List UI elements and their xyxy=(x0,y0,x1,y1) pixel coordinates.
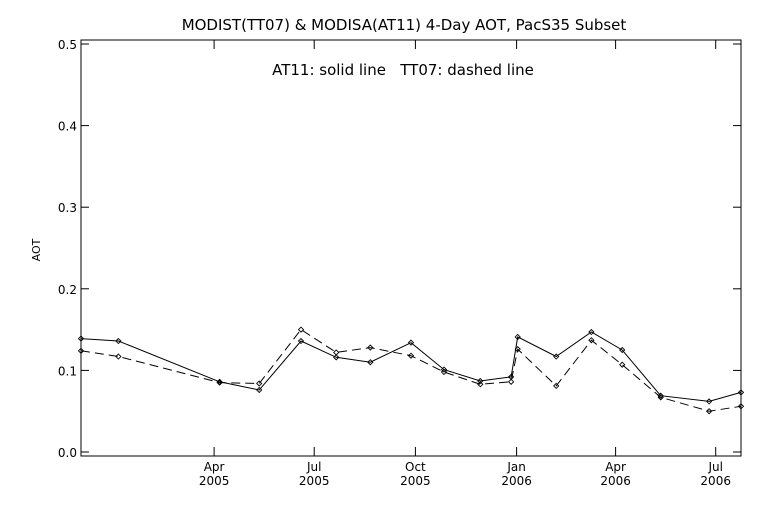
data-point-solid-17 xyxy=(737,389,745,396)
x-tick-year-label: 2005 xyxy=(299,474,330,488)
x-tick-year-label: 2006 xyxy=(700,474,731,488)
data-point-solid-8 xyxy=(440,366,448,373)
data-point-solid-15 xyxy=(657,392,664,399)
data-point-dashed-8 xyxy=(440,368,448,376)
data-point-dashed-7 xyxy=(407,352,415,359)
x-tick-month-label: Jul xyxy=(306,460,321,474)
data-point-solid-9 xyxy=(477,377,484,385)
x-tick-month-label: Jul xyxy=(707,460,722,474)
data-point-solid-14 xyxy=(619,346,626,354)
x-tick-year-label: 2006 xyxy=(600,474,631,488)
line-style-annotation: AT11: solid line TT07: dashed line xyxy=(272,61,534,79)
y-tick-label: 0.4 xyxy=(58,120,77,134)
x-tick-year-label: 2006 xyxy=(501,474,532,488)
chart-title: MODIST(TT07) & MODISA(AT11) 4-Day AOT, P… xyxy=(182,16,627,34)
data-point-dashed-4 xyxy=(297,326,305,333)
data-point-dashed-10 xyxy=(507,378,515,385)
y-tick-label: 0.0 xyxy=(58,446,77,460)
data-point-solid-0 xyxy=(77,335,85,342)
data-point-dashed-12 xyxy=(553,382,560,390)
data-point-dashed-6 xyxy=(367,344,374,351)
data-point-dashed-15 xyxy=(657,394,664,401)
data-point-solid-1 xyxy=(115,337,122,345)
y-axis-label: AOT xyxy=(30,238,43,261)
x-tick-month-label: Apr xyxy=(204,460,225,474)
series-line-solid xyxy=(80,331,742,402)
y-tick-label: 0.1 xyxy=(58,364,77,378)
x-tick-year-label: 2005 xyxy=(199,474,230,488)
plot-frame xyxy=(80,39,742,457)
y-tick-label: 0.2 xyxy=(58,283,77,297)
data-point-dashed-17 xyxy=(737,403,745,410)
x-axis: Apr2005Jul2005Oct2005Jan2006Apr2006Jul20… xyxy=(199,40,731,488)
y-axis: 0.0 0.1 0.2 0.3 0.4 0.5 xyxy=(58,38,741,460)
data-point-dashed-11 xyxy=(514,346,521,353)
data-point-solid-11 xyxy=(514,333,521,341)
data-point-solid-12 xyxy=(553,353,560,360)
data-point-solid-6 xyxy=(367,359,374,366)
data-point-solid-3 xyxy=(256,386,263,394)
y-tick-label: 0.5 xyxy=(58,38,77,52)
x-tick-year-label: 2005 xyxy=(400,474,431,488)
series-layer xyxy=(77,326,745,415)
data-point-dashed-9 xyxy=(477,381,484,388)
x-tick-month-label: Jan xyxy=(506,460,526,474)
series-line-dashed xyxy=(80,328,742,412)
data-point-dashed-1 xyxy=(115,353,122,360)
x-tick-month-label: Apr xyxy=(605,460,626,474)
x-tick-month-label: Oct xyxy=(405,460,426,474)
y-tick-label: 0.3 xyxy=(58,201,77,215)
data-point-dashed-2 xyxy=(216,379,223,386)
data-point-solid-5 xyxy=(333,354,340,361)
data-point-dashed-0 xyxy=(77,347,85,354)
data-point-dashed-13 xyxy=(588,337,595,344)
data-point-solid-2 xyxy=(216,378,223,385)
data-point-solid-13 xyxy=(588,328,595,336)
data-point-solid-7 xyxy=(407,339,415,346)
data-point-dashed-3 xyxy=(256,380,263,387)
data-point-solid-16 xyxy=(705,398,713,405)
data-point-dashed-5 xyxy=(333,349,340,356)
data-point-solid-4 xyxy=(297,337,305,345)
data-point-dashed-16 xyxy=(705,408,713,415)
data-point-dashed-14 xyxy=(619,361,626,368)
